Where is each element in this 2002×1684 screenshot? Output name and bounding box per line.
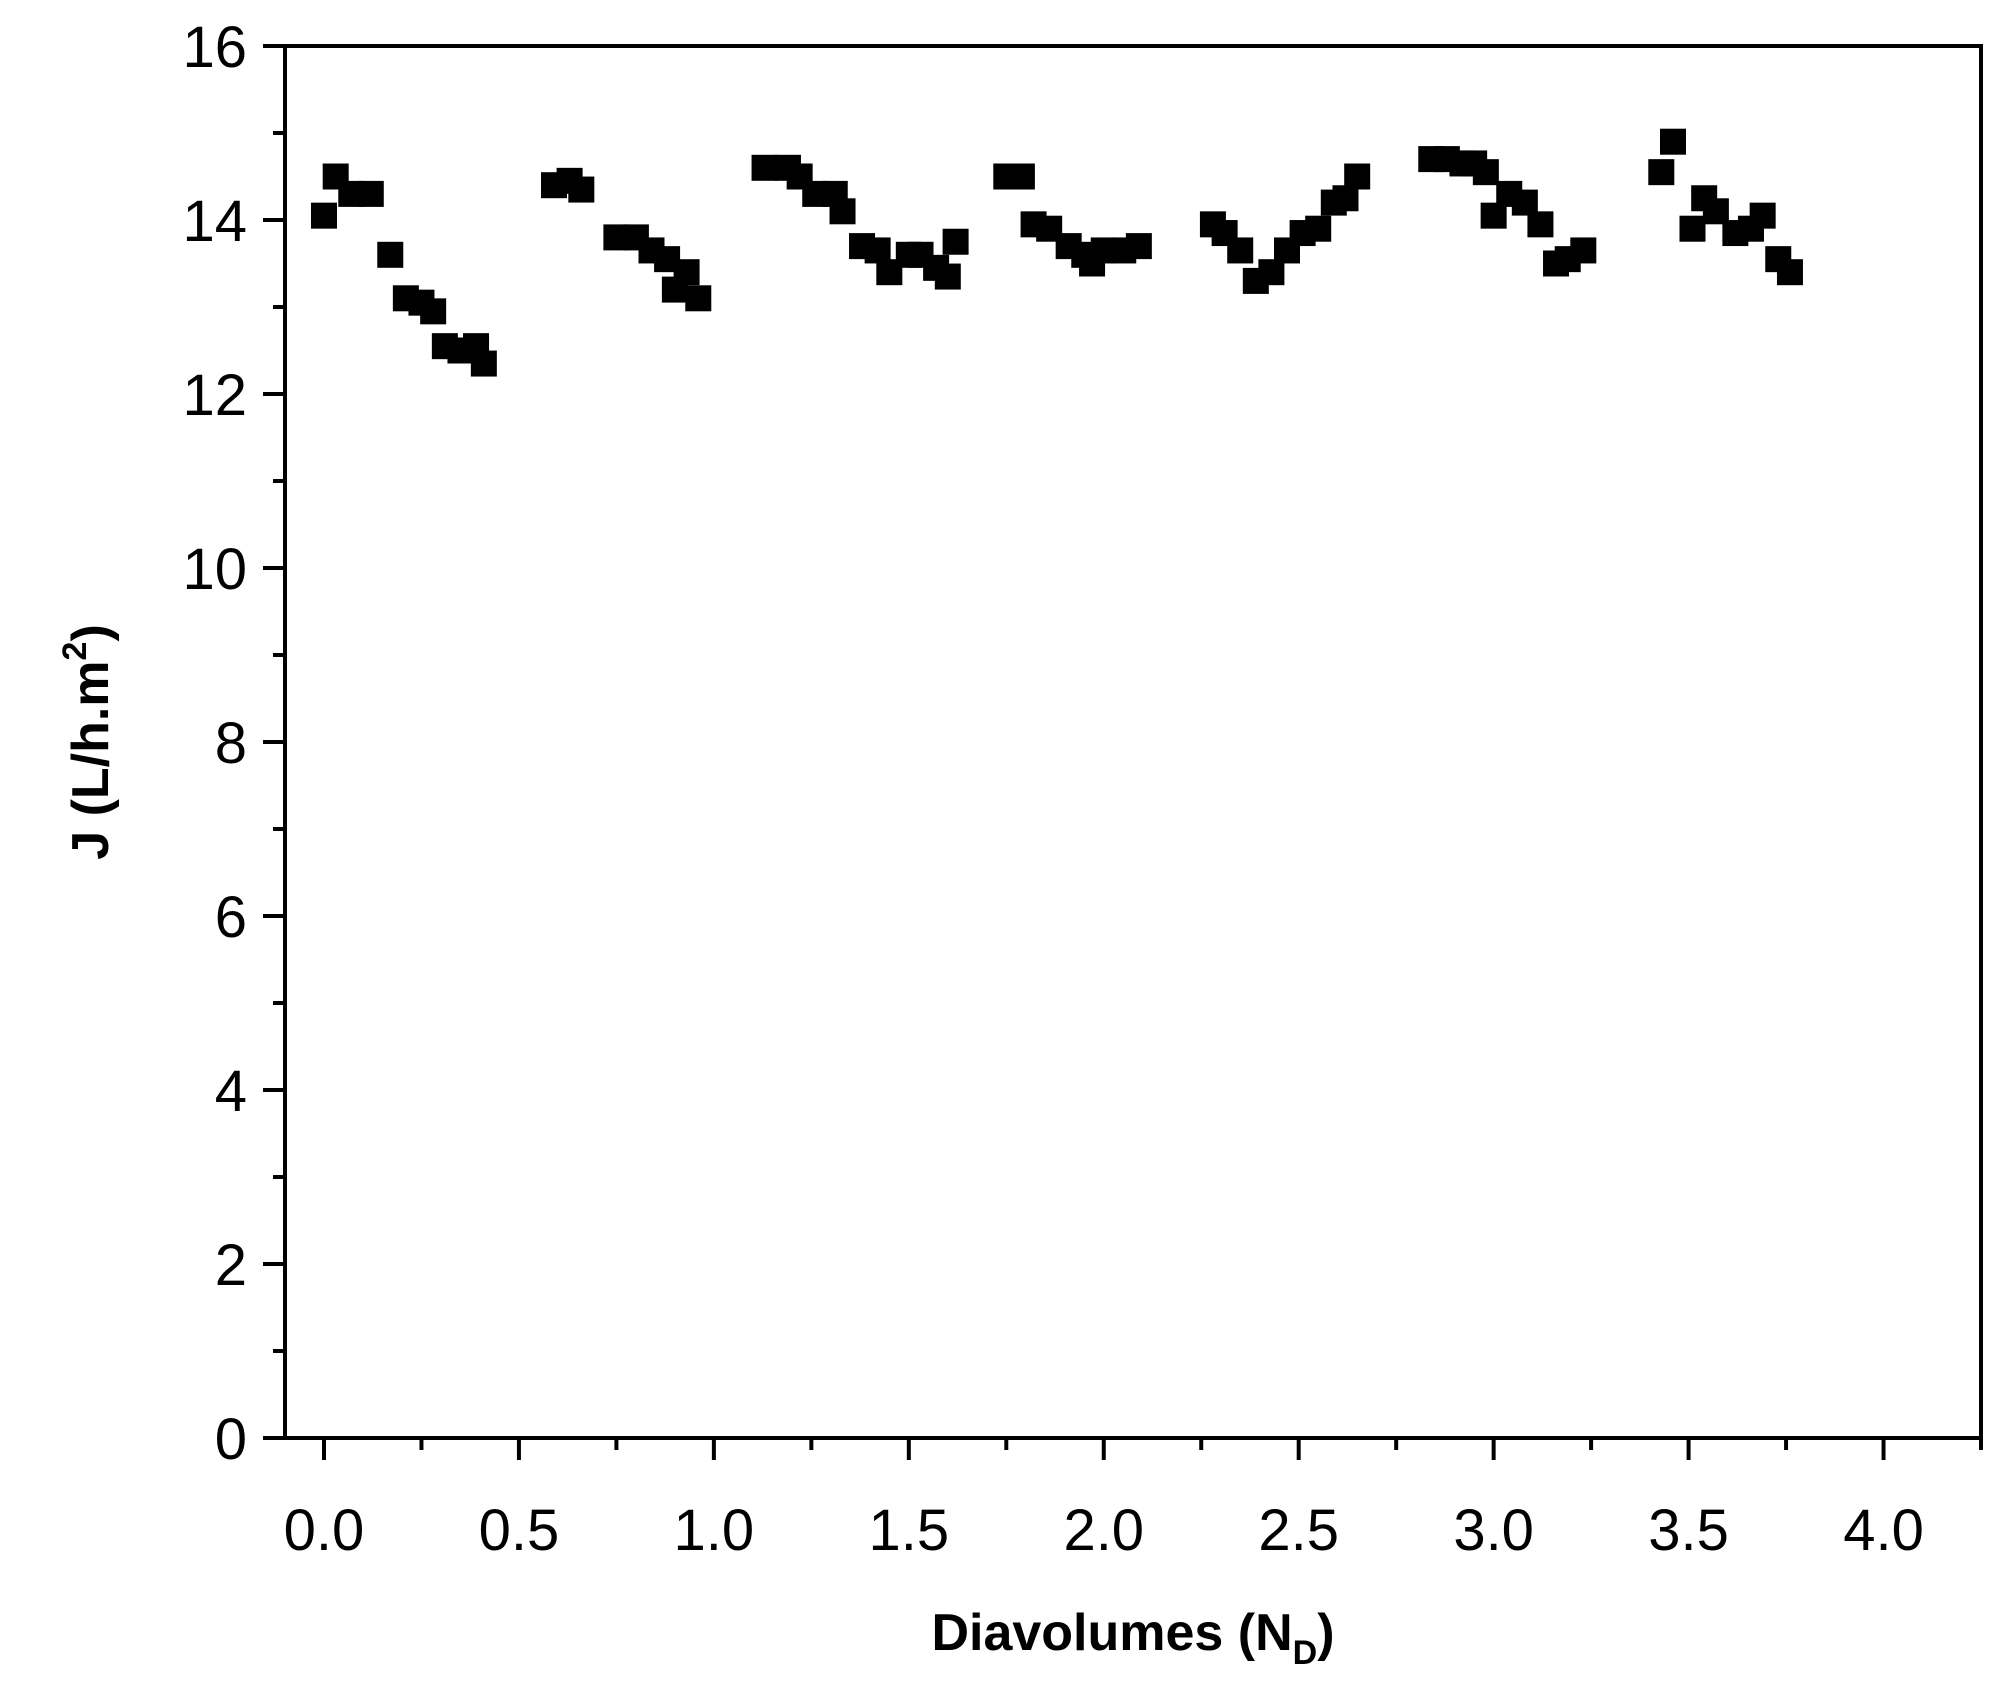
- y-axis-title-close: ): [62, 624, 120, 641]
- x-tick-label: 2.5: [1258, 1498, 1339, 1563]
- data-point: [1332, 185, 1359, 212]
- data-point: [357, 180, 384, 207]
- data-point: [1125, 233, 1152, 260]
- data-point: [673, 259, 700, 286]
- data-point: [377, 241, 404, 268]
- data-point: [1258, 259, 1285, 286]
- data-point: [1702, 198, 1729, 225]
- data-point: [934, 263, 961, 290]
- y-tick-label: 6: [215, 885, 247, 950]
- data-point: [420, 298, 447, 325]
- y-axis-tick-labels: 0 2 4 6 8 10 12 14 16: [182, 15, 247, 1472]
- x-tick-label: 1.5: [868, 1498, 949, 1563]
- x-tick-label: 0.0: [284, 1498, 365, 1563]
- x-tick-label: 1.0: [674, 1498, 755, 1563]
- plot-frame: [283, 44, 1983, 1440]
- data-point: [1344, 163, 1371, 190]
- data-point: [942, 228, 969, 255]
- data-point: [1305, 215, 1332, 242]
- x-tick-label: 3.5: [1648, 1498, 1729, 1563]
- y-tick-label: 16: [182, 15, 247, 80]
- x-axis-title: Diavolumes (ND): [931, 1604, 1334, 1672]
- data-point: [751, 154, 778, 181]
- data-point: [1008, 163, 1035, 190]
- data-point: [829, 198, 856, 225]
- y-axis-title-superscript: 2: [56, 642, 94, 661]
- x-axis-tick-labels: 0.0 0.5 1.0 1.5 2.0 2.5 3.0 3.5 4.0: [284, 1498, 1924, 1563]
- data-point: [470, 350, 497, 377]
- data-point: [1679, 215, 1706, 242]
- data-point: [1648, 159, 1675, 186]
- y-tick-label: 2: [215, 1233, 247, 1298]
- data-point: [1480, 202, 1507, 229]
- data-point: [1570, 237, 1597, 264]
- x-axis-title-subscript: D: [1293, 1634, 1318, 1672]
- y-tick-label: 4: [215, 1059, 247, 1124]
- y-axis-title: J (L/h.m2): [56, 624, 120, 860]
- x-axis-title-close: ): [1317, 1604, 1334, 1662]
- data-point: [1749, 202, 1776, 229]
- data-point: [1527, 211, 1554, 238]
- x-tick-label: 0.5: [479, 1498, 560, 1563]
- data-point: [685, 285, 712, 312]
- scatter-points: [310, 128, 1803, 377]
- y-axis-title-main: J (L/h.m: [62, 660, 120, 859]
- x-tick-label: 2.0: [1063, 1498, 1144, 1563]
- y-tick-label: 8: [215, 711, 247, 776]
- data-point: [310, 202, 337, 229]
- y-tick-label: 0: [215, 1407, 247, 1472]
- y-tick-label: 12: [182, 363, 247, 428]
- x-axis-title-main: Diavolumes (N: [931, 1604, 1292, 1662]
- data-point: [1472, 159, 1499, 186]
- y-tick-label: 14: [182, 189, 247, 254]
- data-point: [1227, 237, 1254, 264]
- data-point: [1511, 189, 1538, 216]
- y-tick-label: 10: [182, 537, 247, 602]
- x-tick-label: 3.0: [1453, 1498, 1534, 1563]
- x-axis-ticks: [321, 1438, 1983, 1460]
- data-point: [568, 176, 595, 203]
- data-point: [1776, 259, 1803, 286]
- y-axis-ticks: [263, 44, 285, 1440]
- data-point: [864, 237, 891, 264]
- x-tick-label: 4.0: [1843, 1498, 1924, 1563]
- data-point: [1659, 128, 1686, 155]
